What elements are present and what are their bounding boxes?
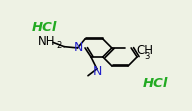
Text: HCl: HCl	[143, 77, 168, 90]
Text: 2: 2	[56, 41, 61, 50]
Text: HCl: HCl	[31, 21, 57, 34]
Text: CH: CH	[136, 44, 153, 57]
Text: NH: NH	[38, 35, 56, 49]
Text: N: N	[93, 64, 102, 77]
Text: N: N	[74, 41, 83, 54]
Text: 3: 3	[144, 52, 150, 61]
